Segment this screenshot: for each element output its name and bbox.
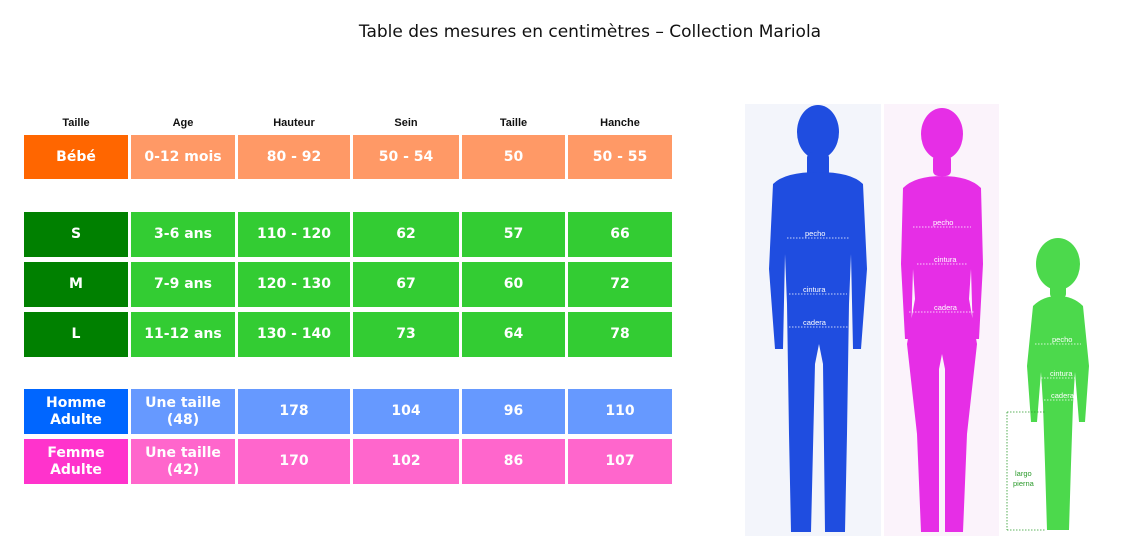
child-largo-label: largo (1015, 469, 1032, 478)
man-cadera-label: cadera (803, 318, 827, 327)
cell-s-hauteur: 110 - 120 (238, 212, 350, 257)
man-pecho-label: pecho (805, 229, 825, 238)
cell-m-age: 7-9 ans (131, 262, 235, 307)
cell-femme-age: Une taille (42) (131, 439, 235, 484)
man-cintura-label: cintura (803, 285, 826, 294)
cell-s-hanche: 66 (568, 212, 672, 257)
cell-s-taille: 57 (462, 212, 565, 257)
cell-m-sein: 67 (353, 262, 459, 307)
header-hauteur: Hauteur (273, 117, 315, 129)
cell-bebe-hauteur: 80 - 92 (238, 135, 350, 179)
cell-homme-taille: 96 (462, 389, 565, 434)
woman-cintura-label: cintura (934, 255, 957, 264)
body-figures: pecho cintura cadera pecho cintura cader… (745, 104, 1117, 536)
cell-m-hauteur: 120 - 130 (238, 262, 350, 307)
woman-cadera-label: cadera (934, 303, 958, 312)
child-pecho-label: pecho (1052, 335, 1072, 344)
cell-homme-hanche: 110 (568, 389, 672, 434)
header-age: Age (172, 117, 194, 129)
header-hanche: Hanche (600, 117, 640, 129)
header-taille: Taille (62, 117, 90, 129)
cell-l-sein: 73 (353, 312, 459, 357)
cell-s-sein: 62 (353, 212, 459, 257)
cell-homme-age: Une taille (48) (131, 389, 235, 434)
cell-femme-taille: 86 (462, 439, 565, 484)
woman-pecho-label: pecho (933, 218, 953, 227)
woman-silhouette (901, 108, 983, 532)
cell-l-hauteur: 130 - 140 (238, 312, 350, 357)
cell-femme-sein: 102 (353, 439, 459, 484)
cell-s-age: 3-6 ans (131, 212, 235, 257)
child-cintura-label: cintura (1050, 369, 1073, 378)
cell-bebe-age: 0-12 mois (131, 135, 235, 179)
cell-m-hanche: 72 (568, 262, 672, 307)
cell-femme-size: Femme Adulte (24, 439, 128, 484)
child-pierna-label: pierna (1013, 479, 1035, 488)
header-taille-waist: Taille (499, 117, 528, 129)
cell-bebe-hanche: 50 - 55 (568, 135, 672, 179)
page-title: Table des mesures en centimètres – Colle… (358, 22, 822, 42)
man-silhouette (769, 105, 867, 532)
cell-l-taille: 64 (462, 312, 565, 357)
cell-bebe-size: Bébé (24, 135, 128, 179)
cell-femme-hanche: 107 (568, 439, 672, 484)
child-silhouette (1027, 238, 1089, 530)
cell-l-size: L (24, 312, 128, 357)
body-silhouettes-illustration: pecho cintura cadera pecho cintura cader… (745, 104, 1089, 536)
cell-homme-hauteur: 178 (238, 389, 350, 434)
header-sein: Sein (394, 117, 418, 129)
cell-m-size: M (24, 262, 128, 307)
cell-femme-hauteur: 170 (238, 439, 350, 484)
cell-l-age: 11-12 ans (131, 312, 235, 357)
cell-m-taille: 60 (462, 262, 565, 307)
cell-bebe-sein: 50 - 54 (353, 135, 459, 179)
cell-homme-size: Homme Adulte (24, 389, 128, 434)
cell-s-size: S (24, 212, 128, 257)
child-cadera-label: cadera (1051, 391, 1075, 400)
cell-bebe-taille: 50 (462, 135, 565, 179)
cell-l-hanche: 78 (568, 312, 672, 357)
cell-homme-sein: 104 (353, 389, 459, 434)
